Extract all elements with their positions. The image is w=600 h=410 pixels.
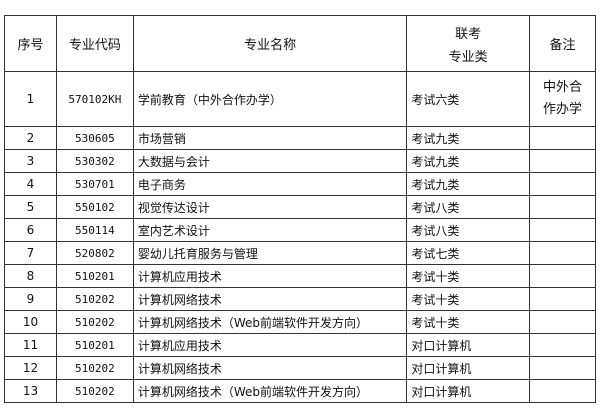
exam-category: 考试九类 xyxy=(406,149,531,173)
exam-category: 考试七类 xyxy=(406,241,531,265)
header-name: 专业名称 xyxy=(132,15,408,72)
major-code: 530605 xyxy=(55,126,134,150)
major-name: 室内艺术设计 xyxy=(132,218,408,242)
major-name: 计算机网络技术（Web前端软件开发方向） xyxy=(132,310,408,334)
exam-category: 考试十类 xyxy=(406,310,531,334)
table-row: 4 530701 电子商务 考试九类 xyxy=(4,172,596,196)
major-code: 530701 xyxy=(55,172,134,196)
table-row: 13 510202 计算机网络技术（Web前端软件开发方向） 对口计算机 xyxy=(4,379,596,403)
table-row: 10 510202 计算机网络技术（Web前端软件开发方向） 考试十类 xyxy=(4,310,596,334)
major-code: 510201 xyxy=(55,264,134,288)
major-code: 510202 xyxy=(55,356,134,380)
row-number: 12 xyxy=(4,356,57,380)
table-row: 1 570102KH 学前教育（中外合作办学） 考试六类 中外合作办学 xyxy=(4,71,596,127)
major-name: 计算机应用技术 xyxy=(132,333,408,357)
note xyxy=(529,172,596,196)
note: 中外合 作办学 xyxy=(529,71,596,127)
table-row: 6 550114 室内艺术设计 考试八类 xyxy=(4,218,596,242)
table-row: 12 510202 计算机网络技术 对口计算机 xyxy=(4,356,596,380)
note xyxy=(529,356,596,380)
exam-category: 考试十类 xyxy=(406,264,531,288)
exam-category: 考试九类 xyxy=(406,126,531,150)
majors-table: 序号 专业代码 专业名称 联考专业类 备注 1 570102KH 学前教育（中外合作… xyxy=(4,15,596,403)
major-name: 计算机网络技术 xyxy=(132,287,408,311)
header-no: 序号 xyxy=(4,15,57,72)
exam-category: 考试九类 xyxy=(406,172,531,196)
major-name: 学前教育（中外合作办学） xyxy=(132,71,408,127)
header-category: 联考 专业类 xyxy=(406,15,531,72)
row-number: 3 xyxy=(4,149,57,173)
note-line: 作办学 xyxy=(543,102,583,117)
exam-category: 考试十类 xyxy=(406,287,531,311)
table-row: 11 510201 计算机应用技术 对口计算机 xyxy=(4,333,596,357)
note xyxy=(529,126,596,150)
exam-category: 考试八类 xyxy=(406,195,531,219)
note xyxy=(529,218,596,242)
note xyxy=(529,310,596,334)
note xyxy=(529,195,596,219)
row-number: 13 xyxy=(4,379,57,403)
table-row: 2 530605 市场营销 考试九类 xyxy=(4,126,596,150)
major-code: 550114 xyxy=(55,218,134,242)
table-row: 5 550102 视觉传达设计 考试八类 xyxy=(4,195,596,219)
major-code: 510201 xyxy=(55,333,134,357)
major-name: 计算机应用技术 xyxy=(132,264,408,288)
exam-category: 对口计算机 xyxy=(406,333,531,357)
header-code: 专业代码 xyxy=(55,15,134,72)
major-name: 市场营销 xyxy=(132,126,408,150)
row-number: 8 xyxy=(4,264,57,288)
header-category-line1: 联考 xyxy=(455,26,482,42)
row-number: 6 xyxy=(4,218,57,242)
header-note: 备注 xyxy=(529,15,596,72)
exam-category: 对口计算机 xyxy=(406,356,531,380)
major-code: 570102KH xyxy=(55,71,134,127)
note xyxy=(529,241,596,265)
note-line: 中外合 xyxy=(543,80,583,95)
note xyxy=(529,264,596,288)
row-number: 2 xyxy=(4,126,57,150)
exam-category: 对口计算机 xyxy=(406,379,531,403)
major-code: 550102 xyxy=(55,195,134,219)
exam-category: 考试六类 xyxy=(406,71,531,127)
major-code: 510202 xyxy=(55,287,134,311)
major-code: 510202 xyxy=(55,310,134,334)
exam-category: 考试八类 xyxy=(406,218,531,242)
major-name: 大数据与会计 xyxy=(132,149,408,173)
table-row: 3 530302 大数据与会计 考试九类 xyxy=(4,149,596,173)
table-row: 8 510201 计算机应用技术 考试十类 xyxy=(4,264,596,288)
row-number: 4 xyxy=(4,172,57,196)
row-number: 7 xyxy=(4,241,57,265)
header-row: 序号 专业代码 专业名称 联考专业类 备注 xyxy=(4,15,596,72)
major-name: 计算机网络技术（Web前端软件开发方向） xyxy=(132,379,408,403)
major-name: 视觉传达设计 xyxy=(132,195,408,219)
note xyxy=(529,333,596,357)
major-name: 电子商务 xyxy=(132,172,408,196)
row-number: 1 xyxy=(4,71,57,127)
note xyxy=(529,149,596,173)
table-row: 7 520802 婴幼儿托育服务与管理 考试七类 xyxy=(4,241,596,265)
major-code: 510202 xyxy=(55,379,134,403)
row-number: 10 xyxy=(4,310,57,334)
note xyxy=(529,287,596,311)
major-code: 520802 xyxy=(55,241,134,265)
header-category-line2: 专业类 xyxy=(448,49,488,65)
table-row: 9 510202 计算机网络技术 考试十类 xyxy=(4,287,596,311)
major-name: 婴幼儿托育服务与管理 xyxy=(132,241,408,265)
row-number: 9 xyxy=(4,287,57,311)
note xyxy=(529,379,596,403)
row-number: 5 xyxy=(4,195,57,219)
row-number: 11 xyxy=(4,333,57,357)
major-name: 计算机网络技术 xyxy=(132,356,408,380)
major-code: 530302 xyxy=(55,149,134,173)
